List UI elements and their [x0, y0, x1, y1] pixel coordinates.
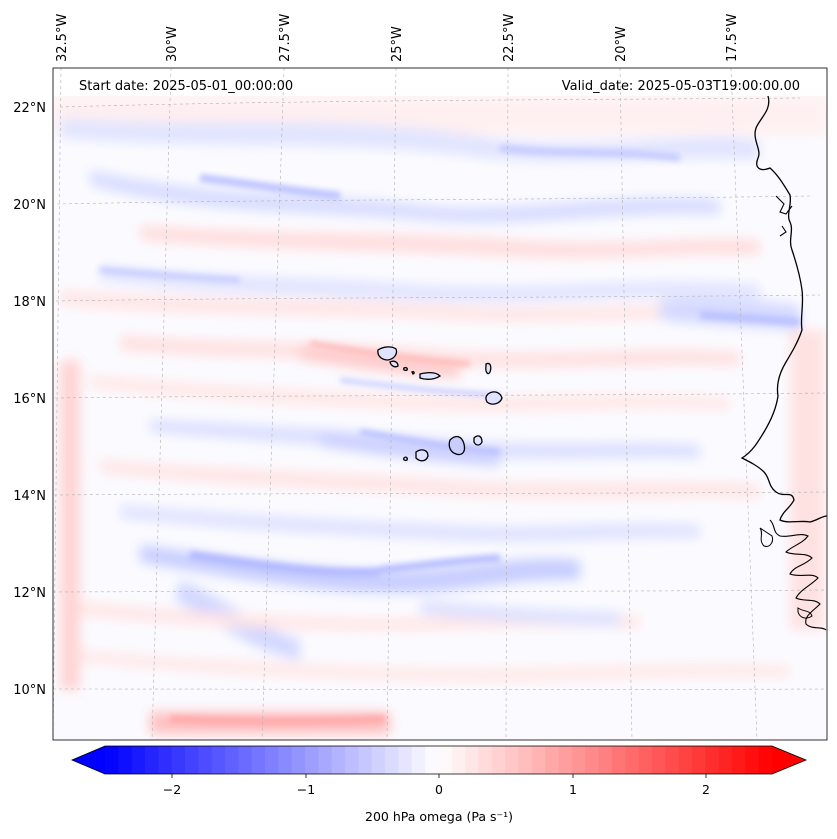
lat-label-20n: 20°N — [13, 198, 46, 213]
colorbar-cell — [705, 746, 720, 774]
lon-label-32-5w: 32.5°W — [55, 14, 70, 62]
colorbar-cell — [745, 746, 760, 774]
colorbar-cell — [678, 746, 693, 774]
colorbar-cell — [305, 746, 319, 774]
colorbar-cell — [318, 746, 333, 774]
lon-label-17-5w: 17.5°W — [725, 14, 740, 62]
lat-label-16n: 16°N — [13, 392, 46, 407]
colorbar-cell — [531, 746, 546, 774]
colorbar-cell — [545, 746, 560, 774]
colorbar-cell — [251, 746, 266, 774]
colorbar-cell — [625, 746, 640, 774]
colorbar-cell — [411, 746, 426, 774]
colorbar-cell — [425, 746, 439, 774]
colorbar-ticks — [171, 774, 707, 778]
colorbar-cell — [491, 746, 506, 774]
date-header-strip — [54, 69, 826, 96]
valid-date-label: Valid_date: 2025-05-03T19:00:00.00 — [562, 79, 800, 94]
island-fogo — [415, 449, 429, 462]
island-brava — [403, 456, 408, 462]
colorbar-tick-label: 1 — [569, 782, 577, 797]
colorbar-cell — [345, 746, 359, 774]
island-sao-vicente — [389, 360, 399, 368]
colorbar-cell — [478, 746, 493, 774]
colorbar-cell — [158, 746, 173, 774]
colorbar-cell — [571, 746, 586, 774]
island-santo-antao — [377, 346, 398, 361]
colorbar-title: 200 hPa omega (Pa s⁻¹) — [365, 809, 513, 824]
colorbar-cell — [265, 746, 279, 774]
colorbar-cell — [438, 746, 453, 774]
colorbar-extend-max — [772, 746, 806, 774]
colorbar-cell — [118, 746, 133, 774]
colorbar-cell — [238, 746, 253, 774]
colorbar-cell — [638, 746, 653, 774]
island-boa-vista — [485, 391, 503, 405]
colorbar-cell — [731, 746, 746, 774]
colorbar-cell — [105, 746, 119, 774]
island-maio — [473, 435, 483, 446]
island-branco — [411, 371, 415, 375]
colorbar-outline — [70, 745, 808, 775]
island-santiago — [448, 435, 466, 456]
lat-label-10n: 10°N — [13, 683, 46, 698]
colorbar-cell — [518, 746, 533, 774]
island-sao-nicolau — [419, 372, 442, 380]
colorbar-cell — [385, 746, 399, 774]
colorbar-tick-label: −2 — [163, 782, 181, 797]
lon-label-30w: 30°W — [165, 26, 180, 62]
lat-label-14n: 14°N — [13, 489, 46, 504]
colorbar-cell — [758, 746, 773, 774]
africa-coastline — [740, 95, 827, 631]
lat-label-12n: 12°N — [13, 586, 46, 601]
lon-label-20w: 20°W — [614, 26, 629, 62]
colorbar-cell — [198, 746, 213, 774]
longitude-labels: 32.5°W 30°W 27.5°W 25°W 22.5°W 20°W 17.5… — [55, 14, 740, 62]
colorbar-cell — [598, 746, 613, 774]
lon-label-22-5w: 22.5°W — [502, 14, 517, 62]
colorbar-cell — [398, 746, 413, 774]
colorbar-cell — [465, 746, 480, 774]
colorbar-cell — [185, 746, 199, 774]
latitude-labels: 22°N 20°N 18°N 16°N 14°N 12°N 10°N — [13, 101, 46, 698]
omega-field — [53, 95, 827, 734]
colorbar-cell — [718, 746, 733, 774]
lon-label-27-5w: 27.5°W — [278, 14, 293, 62]
lat-label-18n: 18°N — [13, 295, 46, 310]
colorbar-cell — [585, 746, 600, 774]
colorbar-cell — [131, 746, 146, 774]
colorbar: −2 −1 0 1 2 200 hPa omega (Pa s⁻¹) — [70, 745, 808, 824]
start-date-label: Start date: 2025-05-01_00:00:00 — [79, 79, 293, 94]
map-panel — [52, 67, 828, 741]
lon-label-25w: 25°W — [390, 26, 405, 62]
colorbar-cell — [611, 746, 626, 774]
colorbar-tick-label: 0 — [435, 782, 443, 797]
island-santa-luzia — [403, 366, 408, 372]
colorbar-cell — [171, 746, 186, 774]
colorbar-tick-label: −1 — [297, 782, 315, 797]
map-frame — [52, 67, 828, 741]
cabo-verde-islands — [377, 346, 503, 462]
colorbar-cell — [451, 746, 466, 774]
gridlines — [52, 67, 827, 741]
colorbar-cell — [145, 746, 159, 774]
colorbar-cell — [558, 746, 573, 774]
colorbar-cell — [691, 746, 706, 774]
colorbar-cell — [371, 746, 386, 774]
colorbar-cell — [358, 746, 373, 774]
lat-label-22n: 22°N — [13, 101, 46, 116]
colorbar-extend-min — [72, 746, 105, 774]
island-sal — [485, 362, 492, 375]
colorbar-cell — [211, 746, 226, 774]
colorbar-tick-label: 2 — [702, 782, 710, 797]
colorbar-cell — [651, 746, 666, 774]
colorbar-cell — [278, 746, 293, 774]
colorbar-cell — [225, 746, 239, 774]
colorbar-cell — [505, 746, 520, 774]
colorbar-cell — [291, 746, 306, 774]
colorbar-cell — [665, 746, 680, 774]
colorbar-cell — [331, 746, 346, 774]
colorbar-cells — [72, 746, 806, 774]
